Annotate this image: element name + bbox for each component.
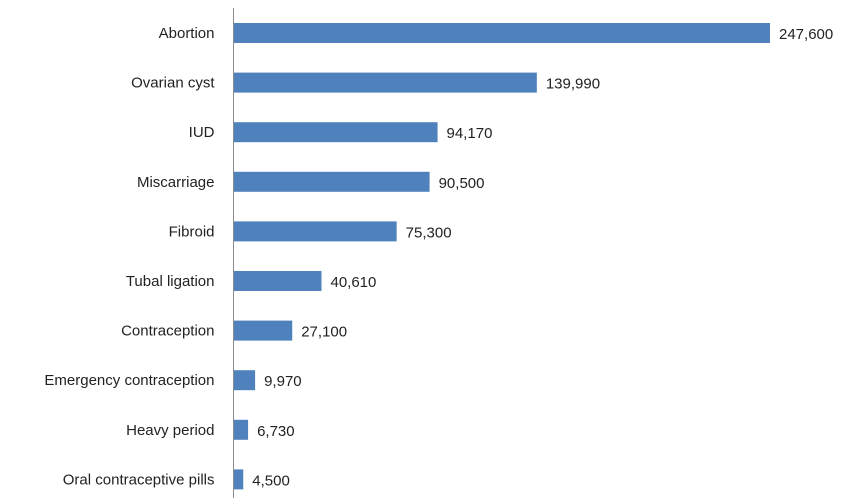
category-label: Tubal ligation xyxy=(126,273,215,290)
bar xyxy=(233,23,770,43)
data-label: 75,300 xyxy=(406,224,452,241)
data-label: 90,500 xyxy=(439,175,485,192)
bar xyxy=(233,320,293,341)
bar xyxy=(233,469,244,490)
category-label: Oral contraceptive pills xyxy=(63,471,215,488)
category-label: Fibroid xyxy=(169,223,215,240)
category-label: Abortion xyxy=(159,25,215,42)
bar xyxy=(233,171,430,192)
data-label: 9,970 xyxy=(264,373,302,390)
bar xyxy=(233,370,256,391)
category-label: Ovarian cyst xyxy=(131,75,215,92)
category-label: Contraception xyxy=(121,323,214,340)
bar xyxy=(233,72,537,93)
bar xyxy=(233,221,397,242)
bar xyxy=(233,271,322,291)
data-label: 6,730 xyxy=(257,423,295,440)
bar xyxy=(233,122,438,143)
data-label: 27,100 xyxy=(301,324,347,341)
category-label: Emergency contraception xyxy=(44,372,214,389)
bar xyxy=(233,419,249,440)
data-label: 40,610 xyxy=(330,274,376,291)
data-label: 139,990 xyxy=(546,76,600,93)
category-label: IUD xyxy=(189,124,215,141)
labels-group: Abortion 247,600 Ovarian cyst 139,990 IUD 94,… xyxy=(44,25,833,489)
data-label: 247,600 xyxy=(779,26,833,43)
data-label: 94,170 xyxy=(447,125,493,142)
category-label: Miscarriage xyxy=(137,174,215,191)
data-label: 4,500 xyxy=(252,472,290,489)
category-label: Heavy period xyxy=(126,422,214,439)
bars-group xyxy=(233,23,770,490)
